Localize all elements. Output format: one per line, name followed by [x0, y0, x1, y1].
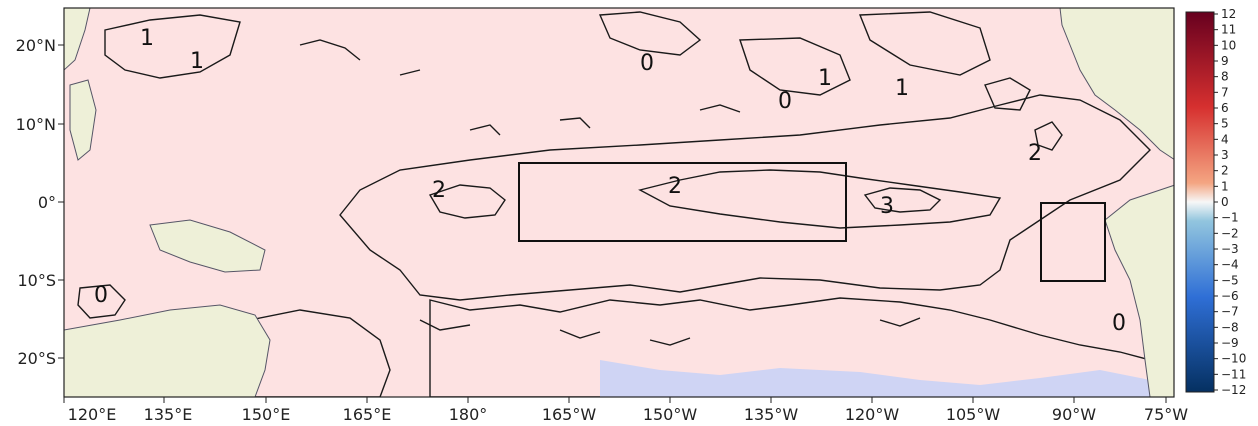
- colorbar-tick-label: 9: [1221, 54, 1229, 68]
- land-new-guinea: [149, 219, 266, 273]
- colorbar-ticks: 1211109876543210−1−2−3−4−5−6−7−8−9−10−11…: [1214, 7, 1246, 397]
- land-philippines: [69, 79, 97, 161]
- colorbar-tick-label: 2: [1221, 164, 1229, 178]
- colorbar-tick-label: 10: [1221, 38, 1236, 52]
- contour-labels: 1 1 0 1 0 1 2 2 3 2 0 0: [94, 26, 1126, 336]
- warm-core-ne: [1034, 121, 1063, 151]
- colorbar-tick-label: 7: [1221, 85, 1229, 99]
- land-south-america: [1104, 184, 1174, 397]
- contour-label: 3: [880, 194, 894, 219]
- colorbar-tick-label: 0: [1221, 195, 1229, 209]
- x-tick-label: 135°E: [144, 405, 193, 424]
- y-tick-label: 20°S: [17, 349, 56, 368]
- cool-anomaly-south-deep: [600, 360, 1174, 397]
- y-tick-label: 10°S: [17, 271, 56, 290]
- colorbar-tick-label: −3: [1221, 242, 1239, 256]
- land-australia: [64, 304, 271, 397]
- colorbar-tick-label: −12: [1221, 383, 1246, 397]
- x-tick-label: 135°W: [744, 405, 799, 424]
- contour-zero-south: [419, 317, 921, 346]
- cool-patch-north-1: [598, 11, 702, 56]
- colorbar-tick-label: −11: [1221, 367, 1246, 381]
- contour-label: 1: [140, 26, 154, 51]
- contour-zero-north: [299, 39, 741, 136]
- colorbar-tick-label: 8: [1221, 70, 1229, 84]
- colorbar-tick-label: −10: [1221, 352, 1246, 366]
- x-axis: 120°E 135°E 150°E 165°E 180° 165°W 150°W…: [63, 397, 1188, 424]
- contour-label: 2: [668, 174, 682, 199]
- colorbar-tick-label: −5: [1221, 273, 1239, 287]
- eastern-pacific-box: [1040, 202, 1106, 282]
- map-plot-area: [64, 8, 1174, 397]
- contour-label: 0: [778, 89, 792, 114]
- x-tick-label: 120°E: [68, 405, 117, 424]
- x-tick-label: 180°: [449, 405, 488, 424]
- x-tick-label: 105°W: [946, 405, 1001, 424]
- x-tick-label: 90°W: [1052, 405, 1096, 424]
- colorbar-gradient: [1185, 11, 1215, 393]
- colorbar-tick-label: 1: [1221, 179, 1229, 193]
- colorbar-tick-label: 12: [1221, 7, 1236, 21]
- colorbar-tick-label: −7: [1221, 305, 1239, 319]
- contour-label: 0: [94, 283, 108, 308]
- land-asia: [64, 8, 91, 71]
- colorbar-tick-label: 11: [1221, 23, 1236, 37]
- warm-core-central: [638, 169, 1002, 229]
- central-pacific-box: [518, 162, 847, 242]
- contour-label: 1: [818, 66, 832, 91]
- colorbar-tick-label: 6: [1221, 101, 1229, 115]
- x-tick-label: 75°W: [1144, 405, 1188, 424]
- y-tick-label: 10°N: [16, 115, 56, 134]
- warm-patch-ne: [984, 77, 1031, 111]
- y-tick-label: 0°: [38, 193, 56, 212]
- contour-label: 1: [190, 49, 204, 74]
- colorbar-tick-label: −8: [1221, 320, 1239, 334]
- y-tick-label: 20°N: [16, 36, 56, 55]
- colorbar-tick-label: −1: [1221, 211, 1239, 225]
- contour-label: 0: [640, 51, 654, 76]
- land-north-america: [1059, 8, 1174, 160]
- colorbar-tick-label: 5: [1221, 117, 1229, 131]
- colorbar-tick-label: 4: [1221, 132, 1229, 146]
- x-tick-label: 165°E: [343, 405, 392, 424]
- x-tick-label: 120°W: [845, 405, 900, 424]
- contour-label: 2: [1028, 141, 1042, 166]
- warm-core-east: [863, 187, 942, 213]
- contour-label: 1: [895, 76, 909, 101]
- cool-patch-north-2: [739, 37, 851, 96]
- colorbar-tick-label: −4: [1221, 258, 1239, 272]
- contour-label: 2: [432, 178, 446, 203]
- colorbar-tick-label: −9: [1221, 336, 1239, 350]
- cool-patch-west: [77, 284, 126, 319]
- cool-patch-north-3: [858, 11, 991, 76]
- colorbar-tick-label: −6: [1221, 289, 1239, 303]
- colorbar: 1211109876543210−1−2−3−4−5−6−7−8−9−10−11…: [1185, 7, 1246, 397]
- colorbar-tick-label: −2: [1221, 226, 1239, 240]
- x-tick-label: 150°W: [643, 405, 698, 424]
- warm-core-west: [428, 184, 506, 219]
- contour-label: 0: [1112, 311, 1126, 336]
- x-tick-label: 165°W: [542, 405, 597, 424]
- warm-patch-nw: [104, 14, 241, 79]
- x-tick-label: 150°E: [242, 405, 291, 424]
- colorbar-tick-label: 3: [1221, 148, 1229, 162]
- y-axis: 20°N 10°N 0° 10°S 20°S: [16, 36, 64, 368]
